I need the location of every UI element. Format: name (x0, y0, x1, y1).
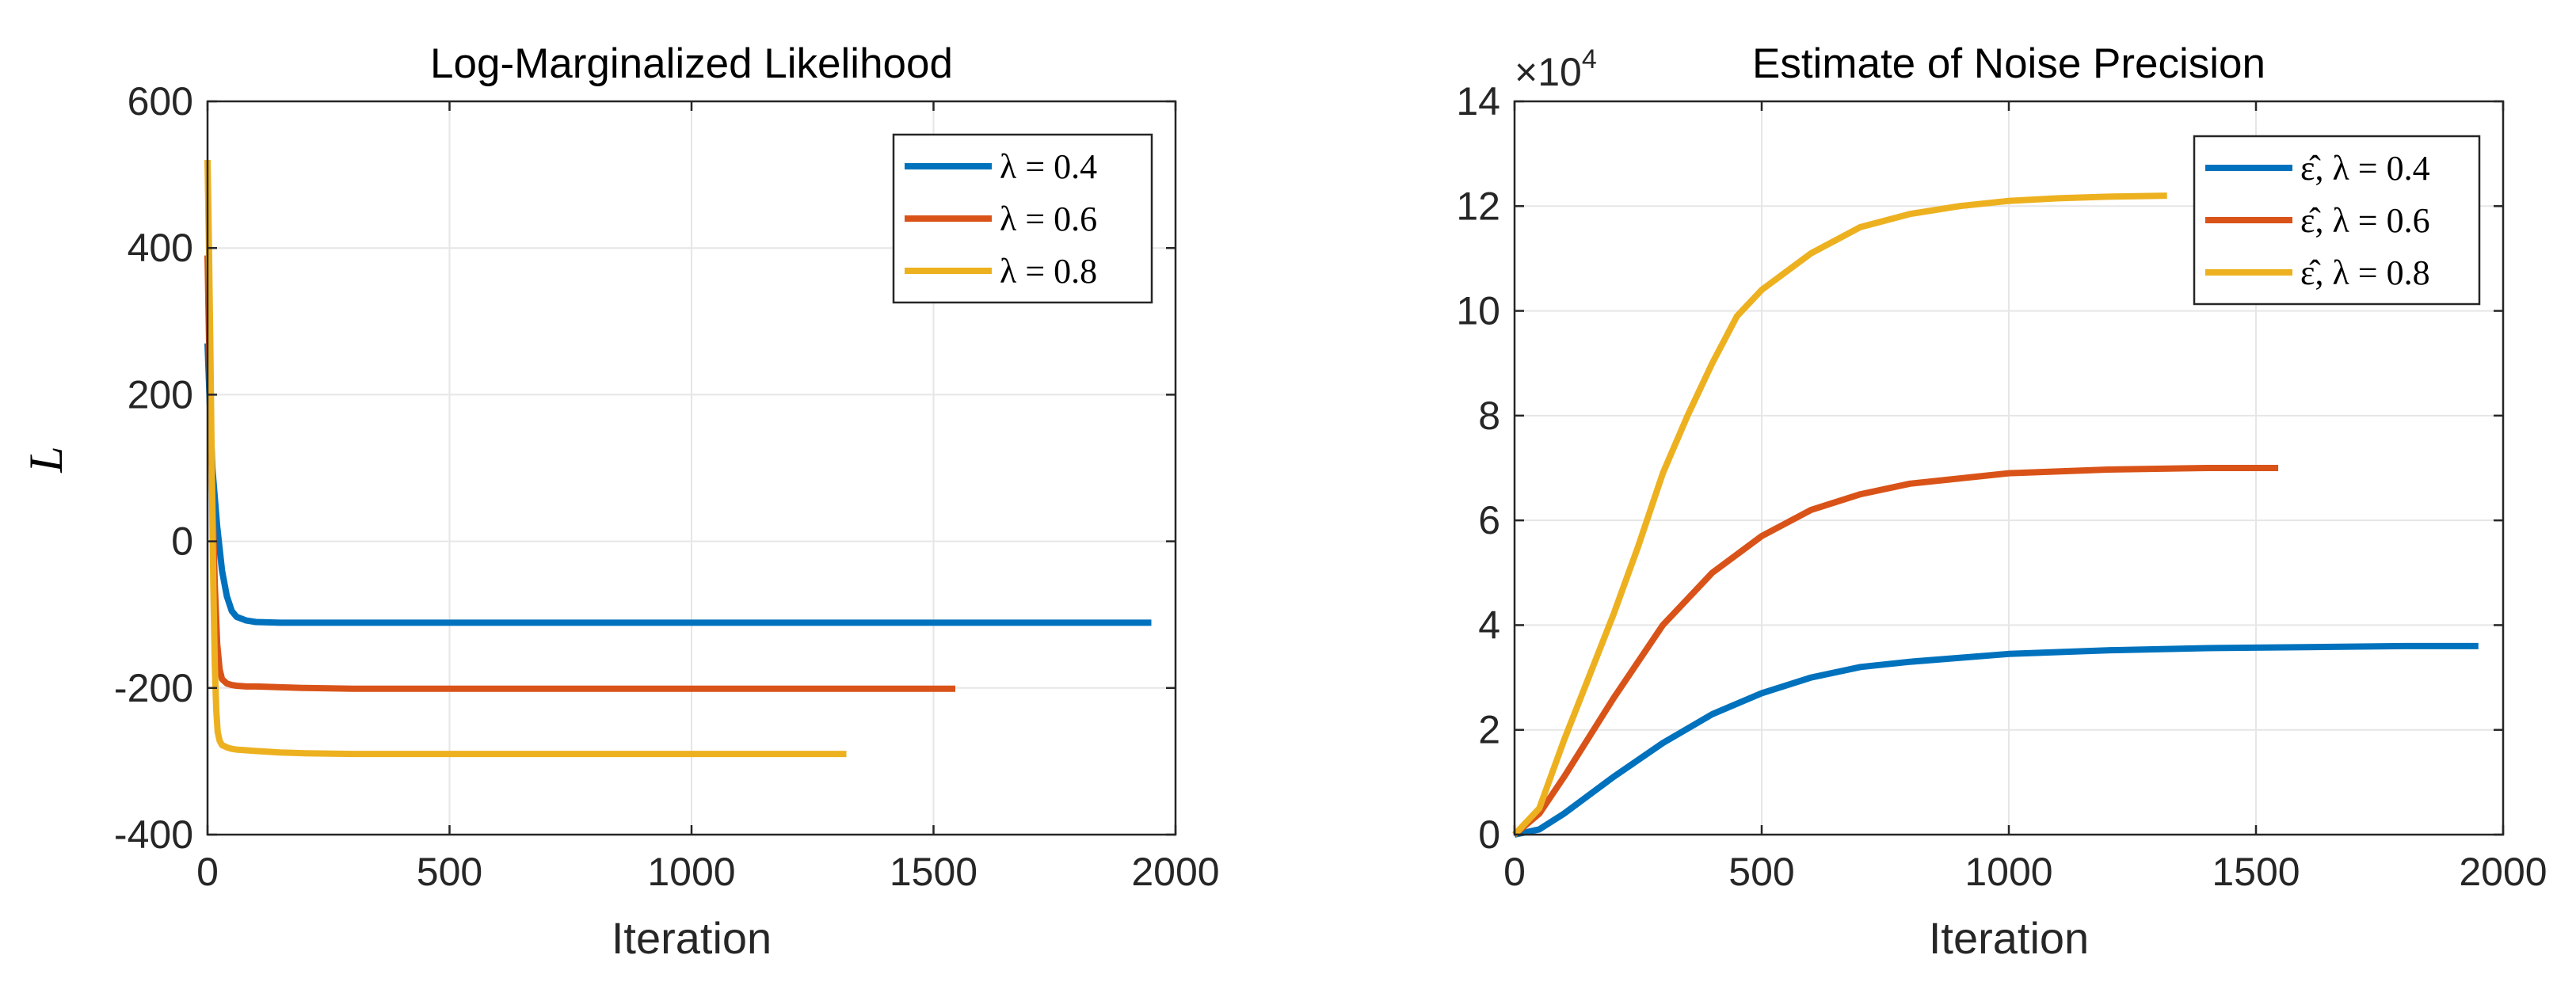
noise-precision-y-tick-label: 10 (1456, 289, 1500, 333)
noise-precision-x-tick-label: 1500 (2212, 850, 2300, 894)
likelihood-legend-label-0: λ = 0.4 (1000, 147, 1097, 186)
likelihood-y-axis-label: L (20, 446, 72, 473)
likelihood-legend: λ = 0.4 λ = 0.6 λ = 0.8 (892, 133, 1153, 304)
noise-precision-exponent-label: ×104 (1515, 44, 1597, 94)
noise-precision-series-line-0 (1514, 642, 2479, 838)
noise-precision-y-tick-label: 6 (1478, 498, 1500, 542)
noise-precision-x-tick-label: 1000 (1964, 850, 2052, 894)
noise-precision-y-tick-label: 12 (1456, 184, 1500, 228)
noise-precision-legend-label-1: ε̂, λ = 0.6 (2300, 201, 2430, 240)
noise-precision-legend-label-2: ε̂, λ = 0.8 (2300, 253, 2430, 292)
noise-precision-x-tick-label: 2000 (2459, 850, 2547, 894)
noise-precision-y-tick-label: 2 (1478, 708, 1500, 752)
likelihood-x-tick-label: 0 (196, 850, 219, 894)
noise-precision-chart: 0 500 1000 1500 2000 0 2 4 6 8 10 12 14 Estimate of … (1456, 40, 2547, 963)
noise-precision-series-line-2 (1512, 192, 2167, 837)
likelihood-y-tick-label: 400 (128, 226, 193, 270)
noise-precision-y-tick-label: 14 (1456, 79, 1500, 124)
likelihood-x-tick-label: 1500 (890, 850, 977, 894)
noise-precision-legend-label-0: ε̂, λ = 0.4 (2300, 149, 2430, 188)
likelihood-x-tick-label: 500 (417, 850, 482, 894)
likelihood-legend-label-2: λ = 0.8 (1000, 252, 1097, 291)
likelihood-y-tick-label: 200 (128, 372, 193, 417)
exponent-power: 4 (1582, 44, 1597, 74)
likelihood-x-axis-label: Iteration (612, 913, 772, 963)
noise-precision-series-layer (1512, 192, 2479, 838)
likelihood-series-layer (204, 160, 1152, 758)
likelihood-ticks: 0 500 1000 1500 2000 -400 -200 0 200 400 600 (114, 79, 1220, 894)
likelihood-chart-title: Log-Marginalized Likelihood (430, 40, 953, 87)
exponent-base: ×10 (1515, 50, 1582, 94)
noise-precision-x-tick-label: 0 (1503, 850, 1526, 894)
noise-precision-x-tick-label: 500 (1728, 850, 1794, 894)
noise-precision-y-tick-label: 8 (1478, 394, 1500, 438)
noise-precision-x-axis-label: Iteration (1929, 913, 2089, 963)
likelihood-x-tick-label: 1000 (647, 850, 735, 894)
likelihood-y-tick-label: -400 (114, 812, 193, 857)
noise-precision-legend: ε̂, λ = 0.4 ε̂, λ = 0.6 ε̂, λ = 0.8 (2193, 135, 2481, 306)
likelihood-y-tick-label: -200 (114, 666, 193, 710)
noise-precision-ticks: 0 500 1000 1500 2000 0 2 4 6 8 10 12 14 (1456, 79, 2547, 894)
likelihood-chart: 0 500 1000 1500 2000 -400 -200 0 200 400 600 Log-M… (20, 40, 1220, 963)
likelihood-series-line-2 (204, 160, 847, 758)
noise-precision-series-line-1 (1512, 465, 2279, 838)
noise-precision-chart-title: Estimate of Noise Precision (1752, 40, 2265, 87)
likelihood-legend-label-1: λ = 0.6 (1000, 200, 1097, 238)
likelihood-y-tick-label: 600 (128, 79, 193, 124)
noise-precision-y-tick-label: 4 (1478, 603, 1500, 647)
likelihood-x-tick-label: 2000 (1131, 850, 1219, 894)
likelihood-y-tick-label: 0 (171, 519, 193, 564)
noise-precision-y-tick-label: 0 (1478, 812, 1500, 857)
